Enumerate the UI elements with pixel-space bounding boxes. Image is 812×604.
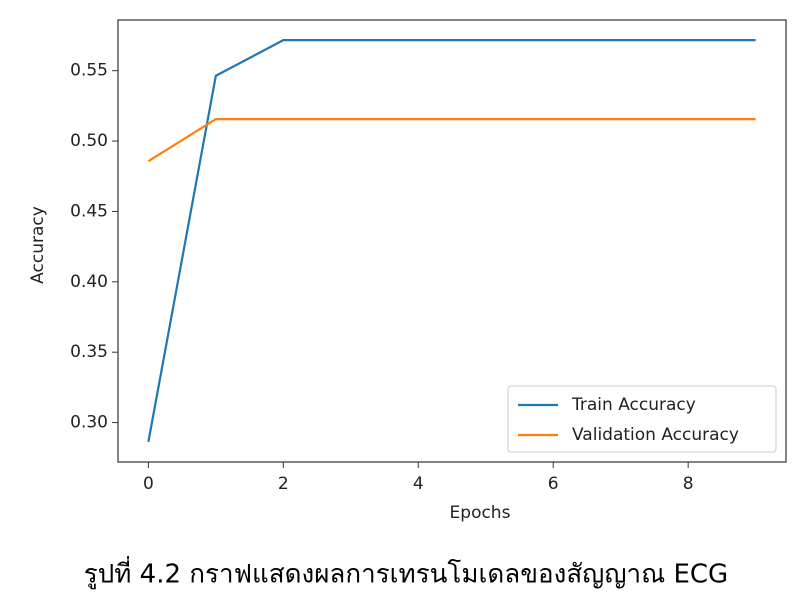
legend-label: Validation Accuracy — [572, 425, 739, 445]
y-tick-label: 0.55 — [70, 61, 108, 81]
x-axis-label: Epochs — [450, 503, 511, 523]
y-tick-label: 0.35 — [70, 342, 108, 362]
x-tick-label: 4 — [413, 474, 424, 494]
x-tick-label: 6 — [548, 474, 559, 494]
y-tick-label: 0.40 — [70, 272, 108, 292]
line — [147, 117, 756, 163]
legend-label: Train Accuracy — [571, 395, 696, 415]
y-axis-label: Accuracy — [28, 206, 48, 284]
y-tick-label: 0.50 — [70, 131, 108, 151]
line — [147, 39, 756, 443]
x-tick-label: 2 — [278, 474, 289, 494]
legend-box — [507, 385, 777, 453]
plot-frame — [117, 19, 787, 463]
y-tick-label: 0.45 — [70, 201, 108, 221]
caption: รูปที่ 4.2 กราฟแสดงผลการเทรนโมเดลของสัญญ… — [84, 556, 728, 590]
x-tick-label: 0 — [143, 474, 154, 494]
y-tick-label: 0.30 — [70, 413, 108, 433]
x-tick-label: 8 — [683, 474, 694, 494]
